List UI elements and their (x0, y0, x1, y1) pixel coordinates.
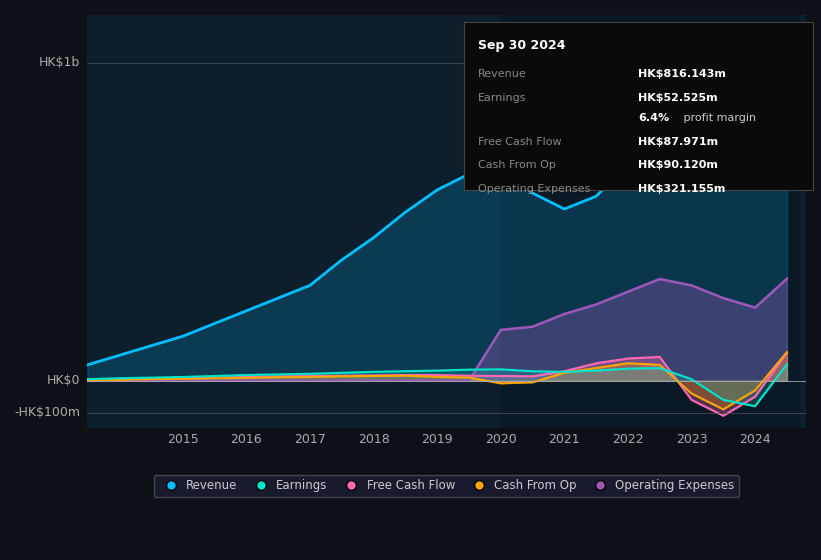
Text: HK$816.143m: HK$816.143m (639, 69, 727, 80)
Text: profit margin: profit margin (680, 113, 756, 123)
Text: Sep 30 2024: Sep 30 2024 (478, 39, 566, 52)
Text: Operating Expenses: Operating Expenses (478, 184, 590, 194)
Text: -HK$100m: -HK$100m (14, 406, 80, 419)
Bar (501, 15, 800, 428)
Text: HK$0: HK$0 (47, 374, 80, 388)
Text: HK$1b: HK$1b (39, 56, 80, 69)
Text: Revenue: Revenue (478, 69, 526, 80)
Text: Free Cash Flow: Free Cash Flow (478, 137, 562, 147)
Text: HK$321.155m: HK$321.155m (639, 184, 726, 194)
Text: Cash From Op: Cash From Op (478, 160, 556, 170)
Text: HK$52.525m: HK$52.525m (639, 93, 718, 103)
Legend: Revenue, Earnings, Free Cash Flow, Cash From Op, Operating Expenses: Revenue, Earnings, Free Cash Flow, Cash … (154, 474, 740, 497)
Text: Earnings: Earnings (478, 93, 526, 103)
Text: 6.4%: 6.4% (639, 113, 669, 123)
Text: HK$87.971m: HK$87.971m (639, 137, 718, 147)
Text: HK$90.120m: HK$90.120m (639, 160, 718, 170)
